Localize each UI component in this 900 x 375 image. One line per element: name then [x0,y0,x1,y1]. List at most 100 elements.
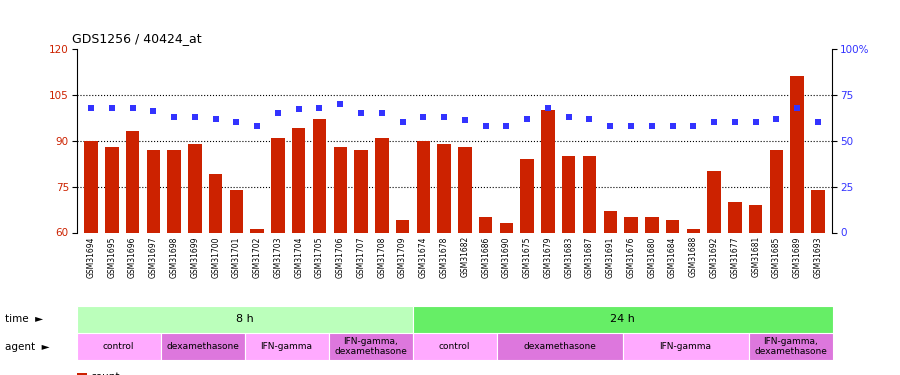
Text: IFN-gamma: IFN-gamma [260,342,312,351]
Point [374,110,389,116]
Text: GSM31705: GSM31705 [315,236,324,278]
Point [624,123,638,129]
Bar [167,150,181,232]
Bar [728,202,742,232]
Text: GSM31697: GSM31697 [148,236,157,278]
Bar [126,132,140,232]
Bar [412,333,497,360]
Point [312,105,327,111]
Bar [666,220,680,232]
Text: GSM31678: GSM31678 [439,236,448,278]
Text: GSM31677: GSM31677 [731,236,740,278]
Point [166,114,181,120]
Text: GSM31691: GSM31691 [606,236,615,278]
Point [333,101,347,107]
Text: GSM31688: GSM31688 [688,236,698,278]
Point [706,119,721,125]
Bar [76,333,160,360]
Text: GSM31676: GSM31676 [626,236,635,278]
Point [686,123,700,129]
Bar [355,150,368,232]
Bar [687,230,700,232]
Bar [147,150,160,232]
Text: IFN-gamma,
dexamethasone: IFN-gamma, dexamethasone [334,337,407,356]
Text: GSM31692: GSM31692 [709,236,718,278]
Point [354,110,368,116]
Text: 8 h: 8 h [236,314,254,324]
Point [188,114,202,120]
Bar [230,190,243,232]
Text: GSM31696: GSM31696 [128,236,137,278]
Point [603,123,617,129]
Bar [541,110,554,232]
Text: GSM31681: GSM31681 [752,236,760,278]
Bar [437,144,451,232]
Text: agent  ►: agent ► [4,342,50,352]
Text: GSM31683: GSM31683 [564,236,573,278]
Point [292,106,306,112]
Bar [625,217,638,232]
Text: GSM31675: GSM31675 [523,236,532,278]
Point [146,108,160,114]
Bar [209,174,222,232]
Point [416,114,430,120]
Text: 24 h: 24 h [610,314,634,324]
Bar [562,156,575,232]
Bar [292,128,305,232]
Text: GSM31693: GSM31693 [814,236,823,278]
Bar [334,147,347,232]
Bar [396,220,410,232]
Bar [250,230,264,232]
Bar [770,150,783,232]
Text: GSM31674: GSM31674 [418,236,427,278]
Bar [790,76,804,232]
Bar [582,156,596,232]
Point [230,119,244,125]
Text: GSM31686: GSM31686 [482,236,490,278]
Bar [312,119,326,232]
Text: GSM31704: GSM31704 [294,236,303,278]
Bar [707,171,721,232]
Point [790,105,805,111]
Bar [160,333,245,360]
Text: GSM31709: GSM31709 [398,236,407,278]
Bar [271,138,284,232]
Text: GSM31698: GSM31698 [169,236,178,278]
Bar [245,333,328,360]
Text: GSM31702: GSM31702 [253,236,262,278]
Point [395,119,410,125]
Point [209,116,223,122]
Point [811,119,825,125]
Text: IFN-gamma: IFN-gamma [660,342,712,351]
Text: GSM31708: GSM31708 [377,236,386,278]
Text: GSM31680: GSM31680 [647,236,656,278]
Text: IFN-gamma,
dexamethasone: IFN-gamma, dexamethasone [754,337,827,356]
Text: GSM31689: GSM31689 [793,236,802,278]
Point [458,117,473,123]
Bar [188,144,202,232]
Bar [105,147,119,232]
Text: GSM31695: GSM31695 [107,236,116,278]
Text: GSM31687: GSM31687 [585,236,594,278]
Point [665,123,680,129]
Text: dexamethasone: dexamethasone [523,342,596,351]
Text: dexamethasone: dexamethasone [166,342,238,351]
Point [520,116,535,122]
Text: control: control [439,342,470,351]
Text: GSM31694: GSM31694 [86,236,95,278]
Text: GSM31707: GSM31707 [356,236,365,278]
Bar [520,159,534,232]
Point [749,119,763,125]
Point [104,105,119,111]
Text: GSM31699: GSM31699 [191,236,200,278]
Text: GSM31682: GSM31682 [461,236,470,278]
Text: GSM31685: GSM31685 [772,236,781,278]
Text: time  ►: time ► [4,314,42,324]
Point [84,105,98,111]
Text: GSM31706: GSM31706 [336,236,345,278]
Point [479,123,493,129]
Bar [497,333,623,360]
Text: control: control [103,342,134,351]
Text: GSM31700: GSM31700 [212,236,220,278]
Point [582,116,597,122]
